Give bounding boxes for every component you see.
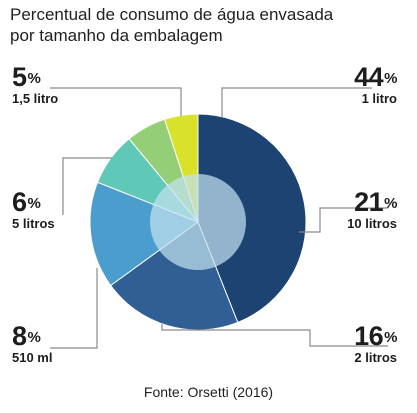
label-2-litros-value: 16 (354, 321, 384, 351)
label-5-litros-category: 5 litros (12, 216, 55, 231)
source-note: Fonte: Orsetti (2016) (143, 384, 274, 400)
chart-title: Percentual de consumo de água envasada p… (10, 4, 410, 46)
leader-line-1-litro (221, 87, 372, 117)
label-2-litros-category: 2 litros (354, 350, 397, 365)
label-1-5-litro-value: 5 (12, 62, 27, 92)
label-1-5-litro-category: 1,5 litro (12, 91, 59, 106)
label-10-litros-percent-sign: % (384, 195, 397, 212)
pie-center-disc (150, 174, 246, 270)
label-1-5-litro: 5% 1,5 litro (12, 62, 59, 107)
label-5-litros-percent-sign: % (27, 195, 41, 212)
label-5-litros-value: 6 (12, 187, 27, 217)
label-2-litros-percent-sign: % (384, 329, 397, 346)
label-510-ml-category: 510 ml (12, 350, 53, 365)
label-1-litro-value: 44 (354, 62, 384, 92)
leader-line-10-litros (299, 207, 388, 233)
chart-title-line-1: Percentual de consumo de água envasada (10, 5, 334, 24)
leader-line-1-5-litro (50, 87, 182, 116)
chart-title-line-2: por tamanho da embalagem (10, 26, 223, 45)
label-10-litros: 21% 10 litros (347, 187, 397, 232)
leader-lines (50, 87, 388, 349)
leader-line-5-litros (62, 157, 112, 215)
label-1-5-litro-percent-sign: % (27, 70, 41, 87)
leader-line-510-ml (50, 268, 98, 349)
label-2-litros: 16% 2 litros (354, 321, 397, 366)
leader-line-2-litros (161, 324, 388, 347)
label-10-litros-value: 21 (354, 187, 384, 217)
label-1-litro-percent-sign: % (384, 70, 397, 87)
label-510-ml: 8% 510 ml (12, 321, 53, 366)
label-5-litros: 6% 5 litros (12, 187, 55, 232)
label-1-litro: 44% 1 litro (354, 62, 397, 107)
label-1-litro-category: 1 litro (361, 91, 397, 106)
label-10-litros-category: 10 litros (347, 216, 397, 231)
label-510-ml-value: 8 (12, 321, 27, 351)
label-510-ml-percent-sign: % (27, 329, 41, 346)
pie-slice-1-litro (197, 113, 307, 324)
pie-slice-2-litros (89, 181, 200, 287)
